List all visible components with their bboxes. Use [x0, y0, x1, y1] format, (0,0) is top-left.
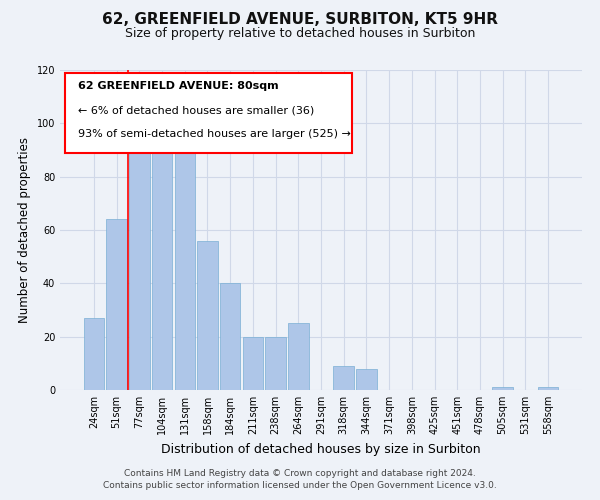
X-axis label: Distribution of detached houses by size in Surbiton: Distribution of detached houses by size …	[161, 442, 481, 456]
Bar	[538, 388, 558, 390]
Bar	[265, 336, 286, 390]
Text: 93% of semi-detached houses are larger (525) →: 93% of semi-detached houses are larger (…	[78, 129, 351, 139]
Text: 62, GREENFIELD AVENUE, SURBITON, KT5 9HR: 62, GREENFIELD AVENUE, SURBITON, KT5 9HR	[102, 12, 498, 28]
Text: Contains public sector information licensed under the Open Government Licence v3: Contains public sector information licen…	[103, 481, 497, 490]
Y-axis label: Number of detached properties: Number of detached properties	[18, 137, 31, 323]
Text: 62 GREENFIELD AVENUE: 80sqm: 62 GREENFIELD AVENUE: 80sqm	[78, 81, 279, 91]
Text: ← 6% of detached houses are smaller (36): ← 6% of detached houses are smaller (36)	[78, 105, 314, 115]
Bar	[152, 134, 172, 390]
Bar	[220, 284, 241, 390]
Bar	[493, 388, 513, 390]
Bar	[356, 368, 377, 390]
Bar	[106, 220, 127, 390]
Text: Size of property relative to detached houses in Surbiton: Size of property relative to detached ho…	[125, 28, 475, 40]
Bar	[84, 318, 104, 390]
FancyBboxPatch shape	[65, 73, 352, 153]
Text: Contains HM Land Registry data © Crown copyright and database right 2024.: Contains HM Land Registry data © Crown c…	[124, 468, 476, 477]
Bar	[334, 366, 354, 390]
Bar	[175, 152, 195, 390]
Bar	[288, 324, 308, 390]
Bar	[242, 336, 263, 390]
Bar	[129, 148, 149, 390]
Bar	[197, 240, 218, 390]
